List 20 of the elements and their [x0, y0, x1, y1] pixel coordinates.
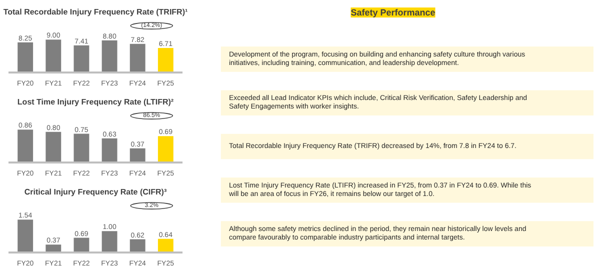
bar: [46, 132, 62, 162]
bar: [130, 44, 146, 72]
bar: [46, 40, 62, 72]
bar: [130, 239, 146, 252]
chart-title: Lost Time Injury Frequency Rate (LTIFR)²: [17, 98, 174, 106]
text: Safety Performance: [350, 8, 436, 18]
bar: [18, 220, 34, 252]
chart-title: Total Recordable Injury Frequency Rate (TRIFR)¹: [3, 8, 188, 16]
bar: [74, 45, 90, 72]
bar: [74, 134, 90, 162]
bar: [158, 136, 174, 162]
bar: [158, 48, 174, 72]
bar: [102, 40, 118, 72]
chart-title: Critical Injury Frequency Rate (CIFR)³: [24, 188, 167, 196]
bar: [102, 138, 118, 162]
bar: [18, 42, 34, 72]
bar: [130, 148, 146, 162]
bar: [18, 130, 34, 162]
bar: [102, 231, 118, 252]
bar: [158, 238, 174, 252]
